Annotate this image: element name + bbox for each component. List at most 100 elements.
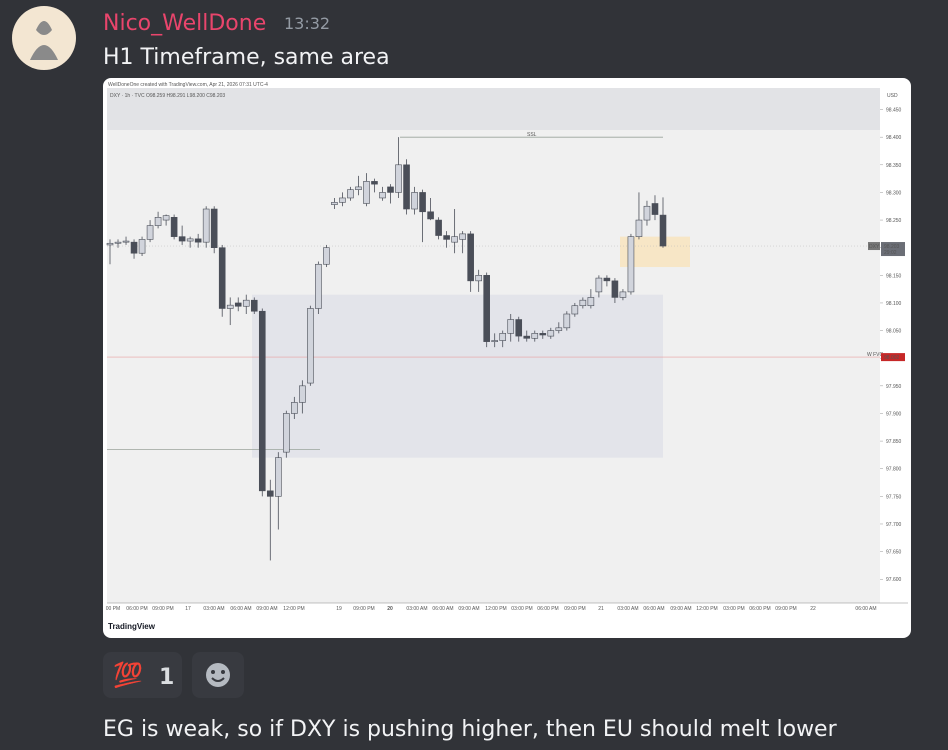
candle-body bbox=[467, 233, 474, 282]
smiley-eye bbox=[211, 670, 215, 674]
x-tick-label: 06:00 PM bbox=[749, 606, 770, 612]
x-tick-label: 06:00 AM bbox=[432, 606, 453, 612]
candle-body bbox=[627, 236, 635, 293]
y-tick-label: 98.050 bbox=[886, 329, 902, 335]
x-tick-label: 09:00 PM bbox=[775, 606, 796, 612]
timestamp: 13:32 bbox=[284, 14, 330, 33]
smiley-eye bbox=[221, 670, 225, 674]
candle-body bbox=[531, 333, 539, 339]
avatar[interactable] bbox=[12, 6, 76, 70]
fvg-box bbox=[252, 294, 663, 458]
candle-body bbox=[242, 299, 250, 307]
candle-body bbox=[595, 277, 603, 293]
x-tick-label: 06:00 PM bbox=[126, 606, 147, 612]
candle-body bbox=[435, 219, 442, 236]
w-fvg-label: W FVG bbox=[867, 352, 883, 358]
smiley-mouth bbox=[211, 677, 225, 682]
candle-body bbox=[170, 217, 178, 237]
candle-body bbox=[234, 302, 242, 307]
candle-body bbox=[331, 202, 338, 205]
candle-body bbox=[483, 275, 490, 342]
x-tick-label: 09:00 AM bbox=[458, 606, 479, 612]
y-tick-label: 98.300 bbox=[886, 190, 902, 196]
symbol-tag bbox=[868, 242, 880, 251]
candle-body bbox=[130, 241, 138, 254]
candle-body bbox=[563, 313, 571, 329]
reaction-pill[interactable] bbox=[103, 652, 182, 698]
avatar-figure bbox=[30, 21, 58, 60]
candle-body bbox=[283, 413, 290, 453]
time-axis bbox=[107, 603, 880, 615]
ssl-label: SSL bbox=[527, 132, 537, 138]
x-tick-label: 21 bbox=[598, 606, 604, 612]
x-tick-label: 22 bbox=[810, 606, 816, 612]
x-tick-label: 03:00 AM bbox=[617, 606, 638, 612]
candle-body bbox=[419, 192, 426, 213]
candle-body bbox=[507, 319, 515, 334]
currency: USD bbox=[887, 93, 898, 99]
candle-body bbox=[371, 181, 378, 185]
candle-body bbox=[555, 327, 563, 331]
x-tick-label: 09:00 PM bbox=[152, 606, 173, 612]
candle-body bbox=[643, 205, 651, 221]
candle-body bbox=[226, 304, 234, 309]
x-tick-label: 06:00 AM bbox=[230, 606, 251, 612]
y-tick-label: 97.600 bbox=[886, 577, 902, 583]
x-tick-label: 03:00 PM bbox=[511, 606, 532, 612]
candle-body bbox=[403, 164, 410, 210]
title: WellDoneOne created with TradingView.com… bbox=[108, 82, 268, 88]
y-tick-label: 97.800 bbox=[886, 467, 902, 473]
candle-body bbox=[363, 181, 370, 204]
candle-body bbox=[411, 192, 418, 210]
x-tick-label: 12:00 PM bbox=[485, 606, 506, 612]
x-tick-label: 09:00 PM bbox=[564, 606, 585, 612]
smiley-icon bbox=[206, 663, 230, 687]
reaction-count: 1 bbox=[159, 665, 174, 690]
candle-body bbox=[162, 215, 170, 221]
candle-body bbox=[154, 217, 162, 226]
x-tick-label: 03:00 AM bbox=[406, 606, 427, 612]
candle-body bbox=[619, 291, 627, 298]
x-tick-label: 20 bbox=[387, 606, 393, 612]
x-tick-label: 12:00 PM bbox=[696, 606, 717, 612]
candle-body bbox=[138, 239, 146, 254]
candle-body bbox=[579, 299, 587, 307]
y-tick-label: 97.650 bbox=[886, 550, 902, 556]
x-tick-label: 06:00 AM bbox=[643, 606, 664, 612]
x-tick-label: 03:00 AM bbox=[203, 606, 224, 612]
y-tick-label: 98.350 bbox=[886, 163, 902, 169]
candle-body bbox=[258, 310, 266, 492]
y-tick-label: 98.150 bbox=[886, 273, 902, 279]
candle-body bbox=[451, 236, 458, 243]
candle-body bbox=[299, 385, 306, 403]
candle-body bbox=[355, 186, 362, 190]
last-price-text: 98.203 bbox=[884, 244, 900, 250]
message-text: H1 Timeframe, same area bbox=[103, 45, 390, 70]
candle-body bbox=[106, 242, 114, 246]
y-tick-label: 97.850 bbox=[886, 439, 902, 445]
candle-body bbox=[443, 235, 450, 240]
candle-body bbox=[587, 297, 595, 307]
x-tick-label: 06:00 PM bbox=[537, 606, 558, 612]
candle-body bbox=[122, 240, 130, 243]
candle-body bbox=[427, 211, 434, 220]
candle-body bbox=[114, 241, 122, 244]
candle-body bbox=[659, 214, 667, 247]
candle-body bbox=[186, 238, 194, 242]
candle-body bbox=[523, 335, 531, 339]
top-zone bbox=[107, 88, 880, 130]
price-tag-text: 98.002 bbox=[884, 355, 900, 361]
symbol-tag-text: DXY bbox=[869, 244, 880, 250]
candle-body bbox=[250, 299, 258, 312]
candle-body bbox=[611, 280, 619, 298]
x-tick-label: 12:00 PM bbox=[283, 606, 304, 612]
candle-body bbox=[387, 186, 394, 193]
author[interactable]: Nico_WellDone bbox=[103, 11, 266, 36]
candle-body bbox=[194, 238, 202, 243]
candle-body bbox=[499, 333, 507, 341]
candle-body bbox=[307, 308, 314, 384]
x-tick-label: 19 bbox=[336, 606, 342, 612]
price-tag bbox=[881, 353, 905, 362]
y-tick-label: 97.900 bbox=[886, 411, 902, 417]
